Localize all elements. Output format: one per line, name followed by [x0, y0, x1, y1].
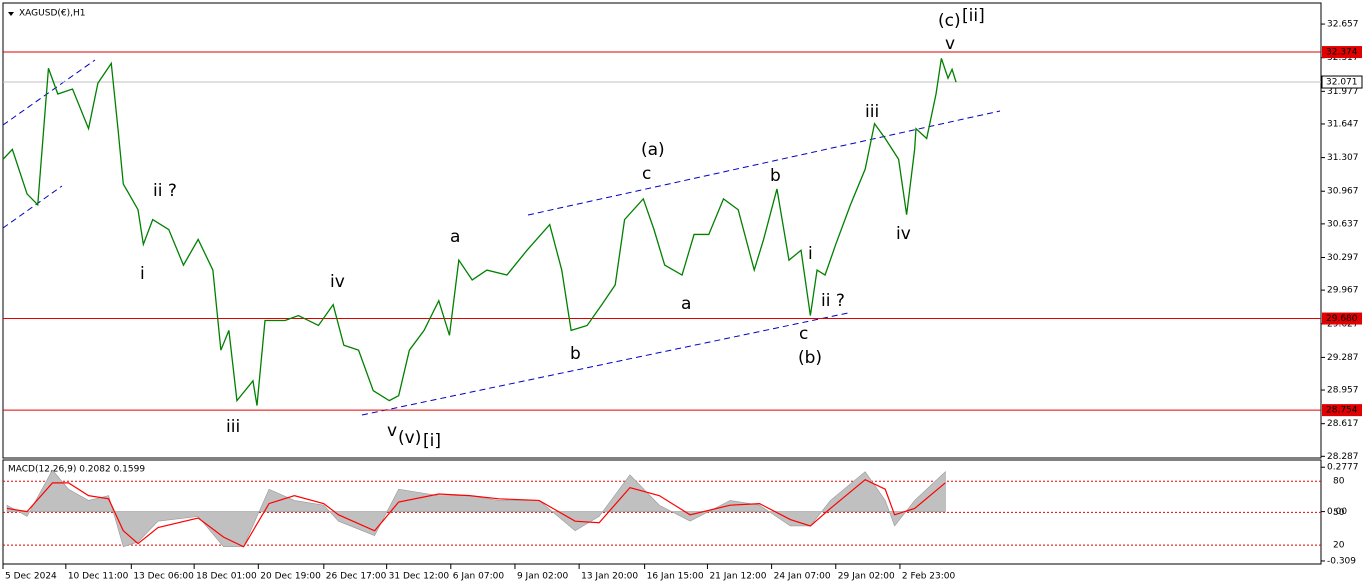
- x-tick-label: 31 Dec 12:00: [389, 572, 450, 582]
- x-tick-label: 29 Jan 02:00: [838, 572, 895, 582]
- wave-label: [ii]: [962, 6, 985, 26]
- level-box: [1322, 312, 1362, 325]
- wave-label: (a): [641, 140, 665, 160]
- y-tick-label: 32.317: [1327, 53, 1359, 63]
- x-tick-label: 5 Dec 2024: [5, 572, 57, 582]
- y-tick-label: 32.657: [1327, 20, 1359, 30]
- wave-label: ii ?: [153, 181, 177, 201]
- x-tick-label: 13 Dec 06:00: [133, 572, 194, 582]
- y-tick-label: 0.2777: [1327, 463, 1359, 473]
- wave-label: v: [387, 421, 397, 441]
- price-panel: [2, 2, 1322, 459]
- level-box: [1322, 46, 1362, 59]
- macd-title: MACD(12,26,9) 0.2082 0.1599: [8, 465, 145, 475]
- y-tick-label: 28.617: [1327, 419, 1359, 429]
- x-tick-label: 9 Jan 02:00: [517, 572, 569, 582]
- wave-label: iv: [330, 272, 345, 292]
- x-tick-label: 6 Jan 07:00: [453, 572, 505, 582]
- y-tick-label: 30.967: [1327, 187, 1359, 197]
- signal-line: [6, 478, 946, 548]
- trend-line: [2, 59, 96, 126]
- wave-label: [i]: [423, 431, 441, 451]
- level-label: 32.374: [1326, 48, 1358, 58]
- chart-title: XAGUSD(€),H1: [19, 9, 85, 19]
- y-tick-label: 29.287: [1327, 353, 1359, 363]
- wave-label: v: [945, 34, 955, 54]
- wave-label: c: [642, 164, 651, 184]
- wave-label: (c): [938, 11, 961, 31]
- x-tick-label: 2 Feb 23:00: [902, 572, 956, 582]
- wave-label: i: [140, 264, 145, 284]
- trend-line: [361, 312, 849, 416]
- current-price-label: 32.071: [1326, 78, 1358, 88]
- y-tick-label: 28.957: [1327, 386, 1359, 396]
- y-tick-label: 30.637: [1327, 219, 1359, 229]
- wave-label: iii: [865, 102, 879, 122]
- level-label: 80: [1333, 477, 1345, 487]
- level-label: 50: [1333, 508, 1345, 518]
- x-tick-label: 20 Dec 19:00: [260, 572, 321, 582]
- wave-label: a: [681, 294, 691, 314]
- y-tick-label: 29.967: [1327, 286, 1359, 296]
- y-tick-label: 31.647: [1327, 119, 1359, 129]
- wave-label: (b): [798, 348, 822, 368]
- y-tick-label: -0.309: [1327, 556, 1356, 566]
- wave-label: i: [808, 244, 813, 264]
- x-tick-label: 24 Jan 07:00: [774, 572, 831, 582]
- level-label: 29.680: [1326, 314, 1358, 324]
- wave-label: b: [570, 344, 581, 364]
- x-tick-label: 16 Jan 15:00: [647, 572, 704, 582]
- x-tick-label: 10 Dec 11:00: [68, 572, 129, 582]
- x-tick-label: 21 Jan 12:00: [709, 572, 766, 582]
- y-tick-label: 31.307: [1327, 153, 1359, 163]
- trend-line: [2, 185, 63, 229]
- menu-arrow: [8, 12, 14, 16]
- wave-label: iii: [226, 417, 240, 437]
- x-tick-label: 13 Jan 20:00: [581, 572, 638, 582]
- trend-line: [527, 110, 1001, 216]
- wave-label: (v): [398, 428, 421, 448]
- level-label: 28.754: [1326, 406, 1358, 416]
- wave-label: c: [799, 324, 808, 344]
- level-label: 20: [1333, 541, 1345, 551]
- wave-label: a: [450, 227, 460, 247]
- x-tick-label: 26 Dec 17:00: [326, 572, 387, 582]
- y-tick-label: 31.977: [1327, 87, 1359, 97]
- macd-histogram: [6, 469, 946, 548]
- wave-label: iv: [896, 224, 911, 244]
- wave-label: ii ?: [821, 291, 845, 311]
- wave-label: b: [770, 166, 781, 186]
- y-tick-label: 28.287: [1327, 452, 1359, 462]
- y-tick-label: 30.297: [1327, 253, 1359, 263]
- price-line: [2, 58, 957, 406]
- current-box: [1321, 75, 1363, 89]
- x-tick-label: 18 Dec 01:00: [196, 572, 257, 582]
- y-tick-label: 0.00: [1327, 507, 1347, 517]
- level-box: [1322, 404, 1362, 417]
